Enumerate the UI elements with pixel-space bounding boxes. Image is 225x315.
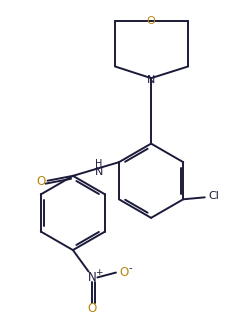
Text: N: N	[94, 167, 103, 177]
Text: O: O	[119, 266, 128, 279]
Text: O: O	[36, 175, 45, 188]
Text: H: H	[95, 159, 102, 169]
Text: -: -	[128, 263, 132, 273]
Text: N: N	[88, 271, 97, 284]
Text: O: O	[88, 302, 97, 315]
Text: O: O	[146, 16, 155, 26]
Text: N: N	[146, 75, 155, 85]
Text: +: +	[95, 268, 103, 277]
Text: Cl: Cl	[207, 191, 218, 201]
